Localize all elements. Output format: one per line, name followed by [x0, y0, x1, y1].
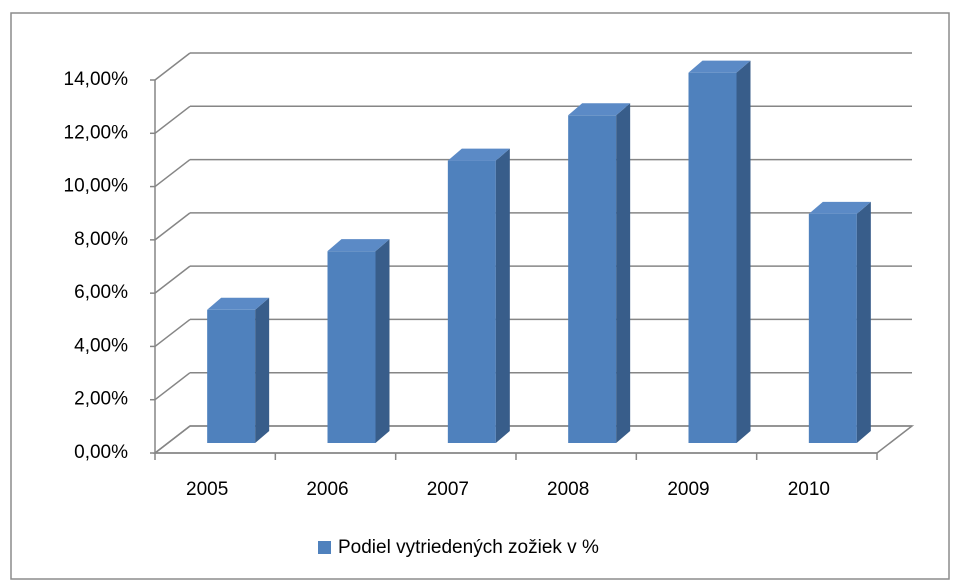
bar-front [207, 309, 256, 443]
bar [568, 103, 631, 444]
grid-line [154, 158, 191, 188]
bar-top [808, 201, 871, 214]
x-tick-label: 2007 [427, 479, 469, 500]
x-tick-label: 2006 [306, 479, 348, 500]
y-tick-label: 12,00% [64, 122, 129, 143]
grid-line [154, 265, 191, 294]
bar-top [207, 297, 270, 310]
y-tick-label: 14,00% [64, 69, 129, 90]
bar-side [856, 201, 871, 443]
grid-line [154, 372, 191, 401]
bar-top [447, 148, 510, 161]
x-tick-label: 2008 [547, 479, 589, 500]
grid-line [154, 425, 191, 454]
bar-top [568, 103, 631, 116]
bar-side [375, 239, 390, 443]
y-tick-label: 10,00% [64, 176, 129, 197]
bar-side [736, 60, 751, 444]
bar-front [568, 115, 617, 444]
bar-front [808, 213, 857, 443]
y-tick-label: 0,00% [74, 442, 128, 463]
x-tick-label: 2009 [667, 479, 709, 500]
bar [688, 60, 751, 444]
legend-label: Podiel vytriedených zožiek v % [338, 537, 599, 558]
grid-line [154, 52, 191, 81]
y-tick-label: 8,00% [74, 229, 128, 250]
bar [808, 201, 871, 443]
bar [447, 148, 510, 444]
x-tick-label: 2005 [186, 479, 228, 500]
grid-line [154, 318, 191, 348]
y-tick-label: 4,00% [74, 335, 128, 356]
bar-front [327, 251, 376, 443]
bar-side [616, 103, 631, 444]
x-tick-label: 2010 [788, 479, 830, 500]
grid-line [154, 212, 191, 241]
bar-side [255, 297, 270, 443]
bar-front [688, 72, 737, 444]
y-tick-label: 6,00% [74, 282, 128, 303]
bar-side [495, 148, 510, 444]
grid-line [154, 105, 191, 134]
bar-front [447, 160, 496, 444]
bar [327, 239, 390, 443]
bar [207, 297, 270, 443]
bar-top [688, 60, 751, 73]
bar-top [327, 239, 390, 252]
legend-swatch [318, 541, 331, 554]
y-tick-label: 2,00% [74, 389, 128, 410]
